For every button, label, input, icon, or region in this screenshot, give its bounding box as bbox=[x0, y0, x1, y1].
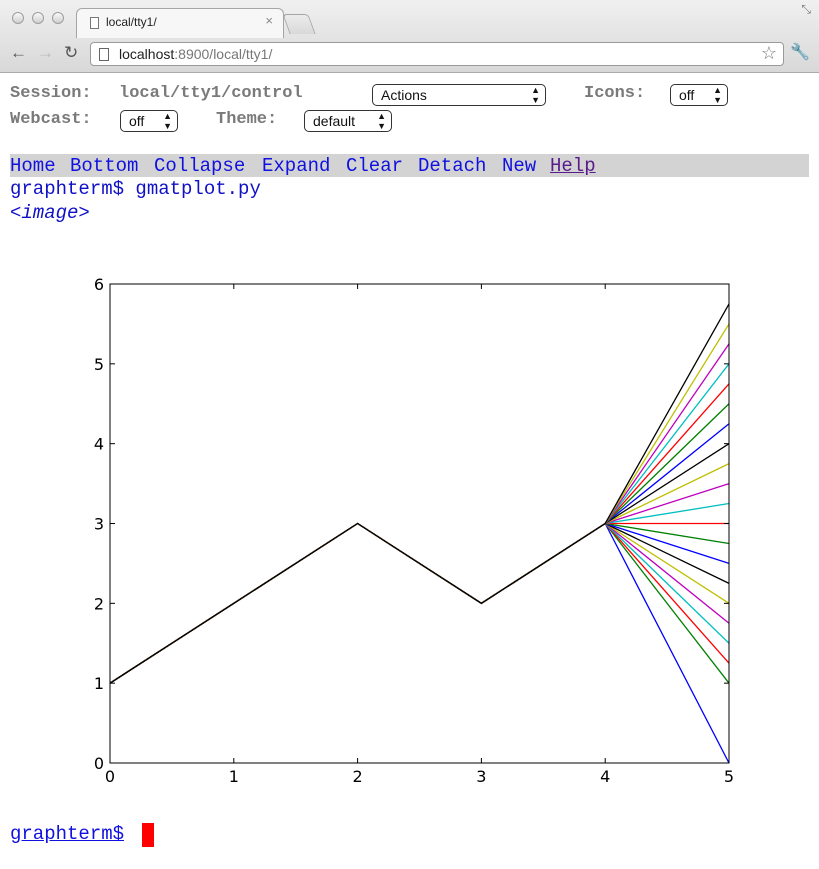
icons-select[interactable]: off ▲ ▼ bbox=[670, 84, 728, 106]
back-icon[interactable]: ← bbox=[10, 43, 27, 62]
series-line bbox=[109, 502, 730, 684]
menu-collapse[interactable]: Collapse bbox=[154, 155, 246, 177]
select-arrows-icon: ▲ ▼ bbox=[163, 111, 172, 131]
wrench-icon[interactable]: 🔧 bbox=[790, 44, 810, 61]
webcast-select[interactable]: off ▲ ▼ bbox=[120, 110, 178, 132]
series-line bbox=[109, 522, 730, 684]
session-label: Session: bbox=[10, 84, 92, 103]
y-tick-label: 3 bbox=[94, 515, 104, 534]
series-line bbox=[109, 303, 730, 684]
series-line bbox=[109, 522, 729, 684]
x-tick-label: 3 bbox=[476, 767, 486, 786]
session-value: local/tty1/control bbox=[119, 84, 303, 103]
series-line bbox=[109, 522, 730, 684]
y-tick-label: 2 bbox=[94, 594, 104, 613]
series-line bbox=[109, 522, 730, 684]
series-line bbox=[109, 522, 730, 684]
actions-select-value: Actions bbox=[381, 87, 427, 103]
menu-expand[interactable]: Expand bbox=[262, 155, 331, 177]
y-tick-label: 6 bbox=[94, 275, 104, 294]
reload-icon[interactable]: ↻ bbox=[64, 43, 79, 62]
new-tab-button[interactable] bbox=[282, 14, 316, 34]
x-tick-label: 2 bbox=[353, 767, 363, 786]
menu-new[interactable]: New bbox=[502, 155, 537, 177]
menu-bottom[interactable]: Bottom bbox=[70, 155, 139, 177]
series-line bbox=[109, 522, 730, 764]
series-line bbox=[109, 463, 730, 684]
select-arrows-icon: ▲ ▼ bbox=[531, 85, 540, 105]
command-line: graphterm$ gmatplot.py bbox=[10, 178, 261, 200]
y-tick-label: 5 bbox=[94, 355, 104, 374]
terminal-cursor bbox=[142, 823, 154, 847]
menu-home[interactable]: Home bbox=[10, 155, 56, 177]
x-tick-label: 0 bbox=[105, 767, 115, 786]
browser-chrome: local/tty1/ × ⤡ ← → ↻ localhost:8900/loc… bbox=[0, 0, 819, 73]
icons-label: Icons: bbox=[584, 84, 646, 103]
page-icon bbox=[99, 48, 109, 61]
series-line bbox=[109, 522, 730, 684]
image-tag: <image> bbox=[10, 202, 90, 224]
x-tick-label: 4 bbox=[600, 767, 610, 786]
actions-select[interactable]: Actions ▲ ▼ bbox=[372, 84, 546, 106]
x-tick-label: 1 bbox=[229, 767, 239, 786]
webcast-select-value: off bbox=[129, 113, 145, 129]
select-arrows-icon: ▲ ▼ bbox=[713, 85, 722, 105]
terminal-menu-bar: Home Bottom Collapse Expand Clear Detach… bbox=[10, 154, 809, 177]
icons-select-value: off bbox=[679, 87, 695, 103]
tab-title: local/tty1/ bbox=[106, 15, 157, 29]
browser-tab[interactable]: local/tty1/ × bbox=[76, 8, 284, 38]
series-line bbox=[109, 522, 730, 684]
series-line bbox=[109, 522, 730, 684]
y-tick-label: 1 bbox=[94, 674, 104, 693]
webcast-label: Webcast: bbox=[10, 110, 92, 129]
zoom-window-icon[interactable] bbox=[52, 12, 64, 24]
minimize-window-icon[interactable] bbox=[32, 12, 44, 24]
menu-detach[interactable]: Detach bbox=[418, 155, 487, 177]
series-line bbox=[109, 522, 730, 684]
document-icon bbox=[90, 17, 99, 29]
y-tick-label: 4 bbox=[94, 435, 104, 454]
theme-select-value: default bbox=[313, 113, 356, 129]
shell-prompt[interactable]: graphterm$ bbox=[10, 823, 125, 845]
y-tick-label: 0 bbox=[94, 754, 104, 773]
x-tick-label: 5 bbox=[724, 767, 734, 786]
forward-icon[interactable]: → bbox=[37, 43, 54, 62]
select-arrows-icon: ▲ ▼ bbox=[377, 111, 386, 131]
line-plot: 0 1 2 3 4 5 0 1 2 3 4 5 6 bbox=[94, 275, 734, 786]
url-text: localhost:8900/local/tty1/ bbox=[119, 46, 273, 62]
close-tab-icon[interactable]: × bbox=[265, 13, 273, 28]
theme-label: Theme: bbox=[216, 110, 278, 129]
close-window-icon[interactable] bbox=[12, 12, 24, 24]
theme-select[interactable]: default ▲ ▼ bbox=[304, 110, 392, 132]
address-bar[interactable]: localhost:8900/local/tty1/ ☆ bbox=[90, 42, 784, 66]
fullscreen-icon[interactable]: ⤡ bbox=[801, 2, 811, 16]
bookmark-star-icon[interactable]: ☆ bbox=[760, 43, 777, 63]
menu-clear[interactable]: Clear bbox=[346, 155, 404, 177]
menu-help[interactable]: Help bbox=[550, 155, 596, 177]
